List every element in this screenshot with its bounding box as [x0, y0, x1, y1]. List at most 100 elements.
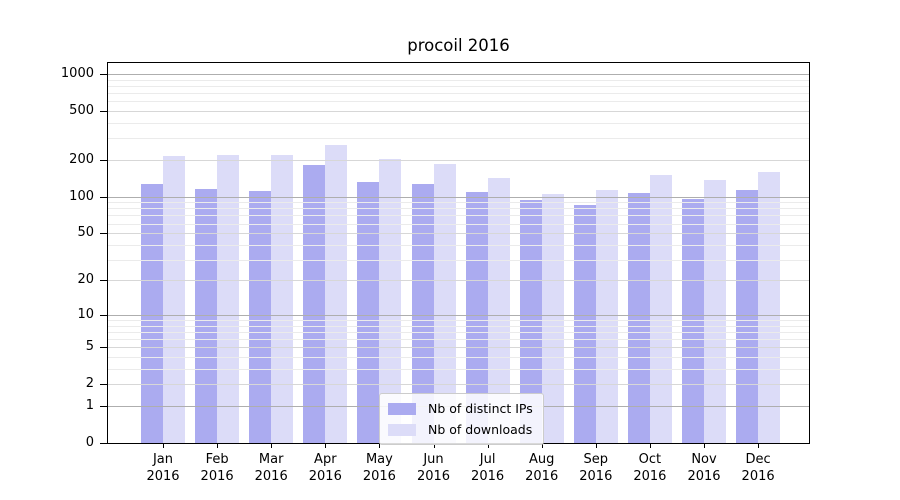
- month-label: Jul: [479, 452, 496, 467]
- bar-mar-distinct-ips: [249, 190, 272, 443]
- bar-apr-distinct-ips: [303, 164, 326, 443]
- xtick-label-dec: Dec 2016: [723, 451, 793, 485]
- year-label: 2016: [633, 469, 667, 484]
- gridline-900: [108, 79, 809, 81]
- ytick-label-20: 20: [77, 272, 94, 288]
- legend: Nb of distinct IPs Nb of downloads: [379, 393, 544, 445]
- ytick-mark-100: [100, 197, 107, 198]
- xtick-mark-oct: [650, 444, 651, 448]
- month-label: Oct: [638, 452, 662, 467]
- bar-jan-distinct-ips: [141, 183, 163, 443]
- xtick-mark-sep: [596, 444, 597, 448]
- xtick-label-may: May 2016: [344, 451, 414, 485]
- xtick-mark-feb: [217, 444, 218, 448]
- ytick-label-0: 0: [85, 435, 94, 450]
- xtick-mark-aug: [542, 444, 543, 448]
- bar-sep-distinct-ips: [573, 204, 596, 443]
- month-label: Jan: [152, 452, 174, 467]
- legend-item-distinct-ips: Nb of distinct IPs: [388, 398, 533, 419]
- ytick-label-1000: 1000: [60, 66, 94, 82]
- month-label: Dec: [745, 452, 771, 467]
- ytick-mark-2: [100, 384, 107, 385]
- year-label: 2016: [146, 469, 180, 484]
- year-label: 2016: [308, 469, 342, 484]
- gridline-400: [108, 122, 809, 124]
- legend-swatch-downloads: [388, 423, 416, 436]
- bar-apr-downloads: [325, 144, 348, 443]
- month-label: Apr: [314, 452, 337, 467]
- month-label: Sep: [583, 452, 609, 467]
- xtick-mark-jul: [488, 444, 489, 448]
- bar-jan-downloads: [163, 155, 185, 443]
- xtick-label-sep: Sep 2016: [561, 451, 631, 485]
- year-label: 2016: [362, 469, 396, 484]
- xtick-mark-may: [379, 444, 380, 448]
- ytick-mark-20: [100, 280, 107, 281]
- legend-swatch-distinct-ips: [388, 402, 416, 415]
- bar-dec-downloads: [758, 172, 781, 443]
- chart-title: procoil 2016: [407, 36, 510, 55]
- bar-aug-distinct-ips: [519, 200, 542, 443]
- xtick-label-mar: Mar 2016: [236, 451, 306, 485]
- gridline-700: [108, 93, 809, 95]
- ytick-mark-0: [100, 443, 107, 444]
- xtick-label-jun: Jun 2016: [399, 451, 469, 485]
- bar-may-distinct-ips: [357, 181, 380, 443]
- year-label: 2016: [525, 469, 559, 484]
- xtick-label-nov: Nov 2016: [669, 451, 739, 485]
- year-label: 2016: [416, 469, 451, 484]
- xtick-label-aug: Aug 2016: [507, 451, 577, 485]
- ytick-mark-500: [100, 111, 107, 112]
- month-label: Feb: [205, 452, 229, 467]
- bar-jul-downloads: [487, 177, 510, 443]
- month-label: Mar: [258, 452, 284, 467]
- ytick-label-50: 50: [77, 225, 94, 241]
- xtick-mark-apr: [325, 444, 326, 448]
- gridline-500: [108, 111, 809, 112]
- ytick-mark-200: [100, 160, 107, 161]
- bar-feb-distinct-ips: [195, 189, 218, 443]
- gridline-1000: [108, 74, 809, 75]
- ytick-label-200: 200: [69, 151, 94, 167]
- xtick-label-feb: Feb 2016: [182, 451, 252, 485]
- bar-nov-downloads: [704, 179, 726, 443]
- xtick-mark-jun: [434, 444, 435, 448]
- bar-aug-downloads: [541, 193, 564, 443]
- bar-jun-distinct-ips: [411, 183, 434, 443]
- gridline-800: [108, 85, 809, 87]
- xtick-mark-jan: [163, 444, 164, 448]
- bar-jul-distinct-ips: [465, 191, 488, 443]
- gridline-600: [108, 101, 809, 103]
- xtick-label-jan: Jan 2016: [128, 451, 198, 485]
- bar-mar-downloads: [271, 155, 294, 443]
- ytick-mark-10: [100, 315, 107, 316]
- xtick-mark-nov: [704, 444, 705, 448]
- ytick-mark-50: [100, 233, 107, 234]
- ytick-mark-1000: [100, 74, 107, 75]
- bar-may-downloads: [379, 159, 402, 443]
- ytick-label-5: 5: [85, 339, 94, 355]
- xtick-mark-mar: [271, 444, 272, 448]
- ytick-mark-1: [100, 406, 107, 407]
- ytick-label-10: 10: [77, 306, 94, 322]
- bar-oct-downloads: [649, 175, 672, 443]
- bar-feb-downloads: [217, 154, 240, 443]
- month-label: Aug: [528, 452, 555, 467]
- ytick-label-1: 1: [85, 397, 94, 413]
- xtick-label-jul: Jul 2016: [453, 451, 523, 485]
- bar-sep-downloads: [595, 190, 618, 443]
- year-label: 2016: [471, 469, 505, 484]
- year-label: 2016: [687, 469, 721, 484]
- legend-item-downloads: Nb of downloads: [388, 419, 533, 440]
- legend-label-downloads: Nb of downloads: [428, 422, 533, 437]
- month-label: May: [365, 452, 393, 467]
- legend-label-distinct-ips: Nb of distinct IPs: [428, 401, 533, 416]
- year-label: 2016: [254, 469, 288, 484]
- xtick-mark-dec: [758, 444, 759, 448]
- year-label: 2016: [579, 469, 613, 484]
- ytick-label-100: 100: [69, 188, 94, 204]
- year-label: 2016: [741, 469, 775, 484]
- bar-dec-distinct-ips: [736, 189, 759, 443]
- month-label: Jun: [423, 452, 444, 467]
